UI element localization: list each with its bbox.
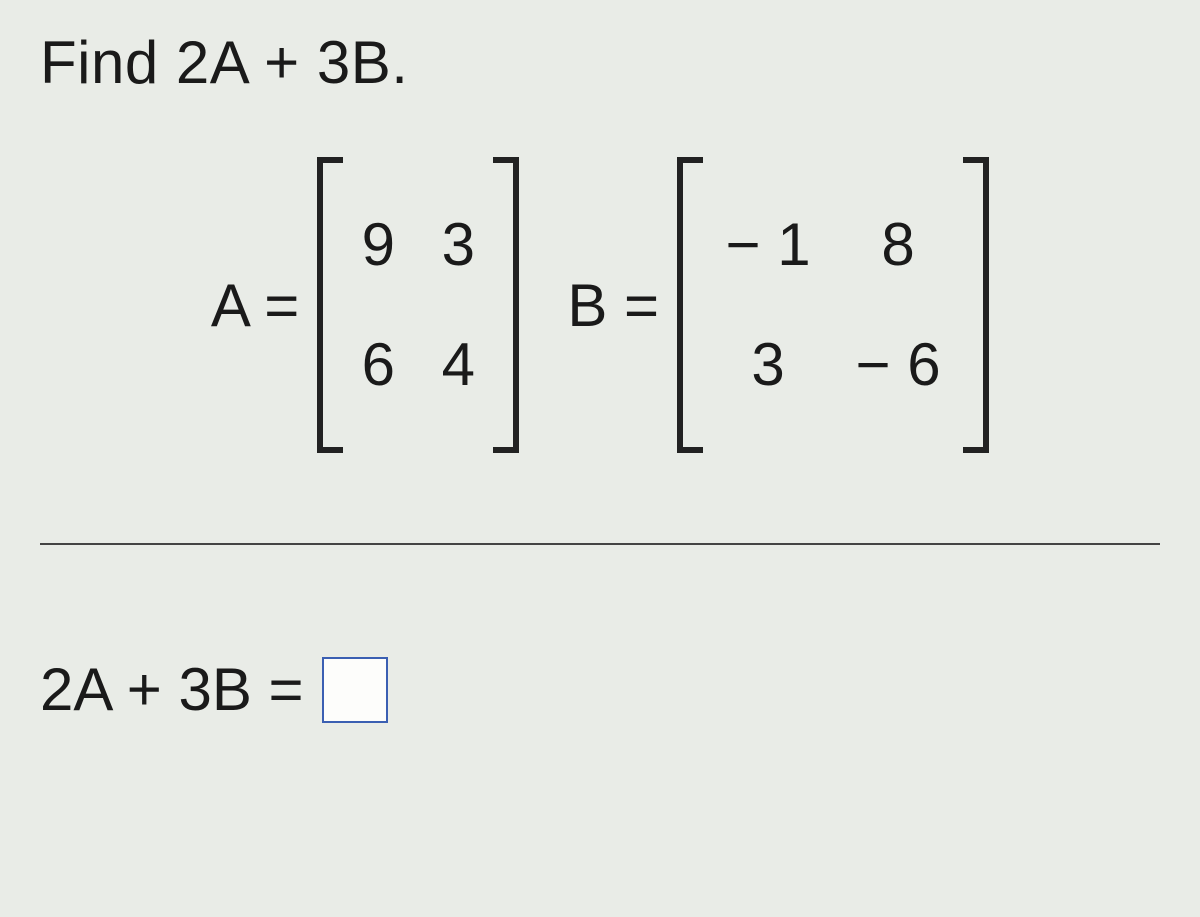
right-bracket-icon	[963, 157, 989, 453]
matrix-A-cell-1-0: 6	[362, 335, 395, 395]
question-prompt: Find 2A + 3B.	[40, 28, 1160, 97]
matrix-A-cell-0-1: 3	[442, 215, 475, 275]
matrix-A-block: A = 9 3 6 4	[211, 157, 519, 453]
matrix-B-cell-1-1: − 6	[856, 335, 941, 395]
matrix-A-label: A =	[211, 271, 299, 340]
matrix-B-grid: − 1 8 3 − 6	[703, 215, 963, 395]
answer-input[interactable]	[322, 657, 388, 723]
left-bracket-icon	[317, 157, 343, 453]
matrix-B-block: B = − 1 8 3 − 6	[567, 157, 989, 453]
left-bracket-icon	[677, 157, 703, 453]
answer-row: 2A + 3B =	[40, 655, 1160, 724]
section-divider	[40, 543, 1160, 545]
matrix-A-cell-1-1: 4	[442, 335, 475, 395]
matrix-B-cell-1-0: 3	[751, 335, 784, 395]
right-bracket-icon	[493, 157, 519, 453]
matrix-B-cell-0-0: − 1	[726, 215, 811, 275]
matrix-B-label: B =	[567, 271, 659, 340]
matrix-A-grid: 9 3 6 4	[343, 215, 493, 395]
matrix-A: 9 3 6 4	[317, 157, 519, 453]
answer-label: 2A + 3B =	[40, 655, 304, 724]
matrix-B: − 1 8 3 − 6	[677, 157, 989, 453]
matrix-B-cell-0-1: 8	[881, 215, 914, 275]
matrix-A-cell-0-0: 9	[362, 215, 395, 275]
question-page: Find 2A + 3B. A = 9 3 6 4 B = −	[0, 0, 1200, 917]
given-matrices: A = 9 3 6 4 B = − 1 8 3	[40, 157, 1160, 453]
